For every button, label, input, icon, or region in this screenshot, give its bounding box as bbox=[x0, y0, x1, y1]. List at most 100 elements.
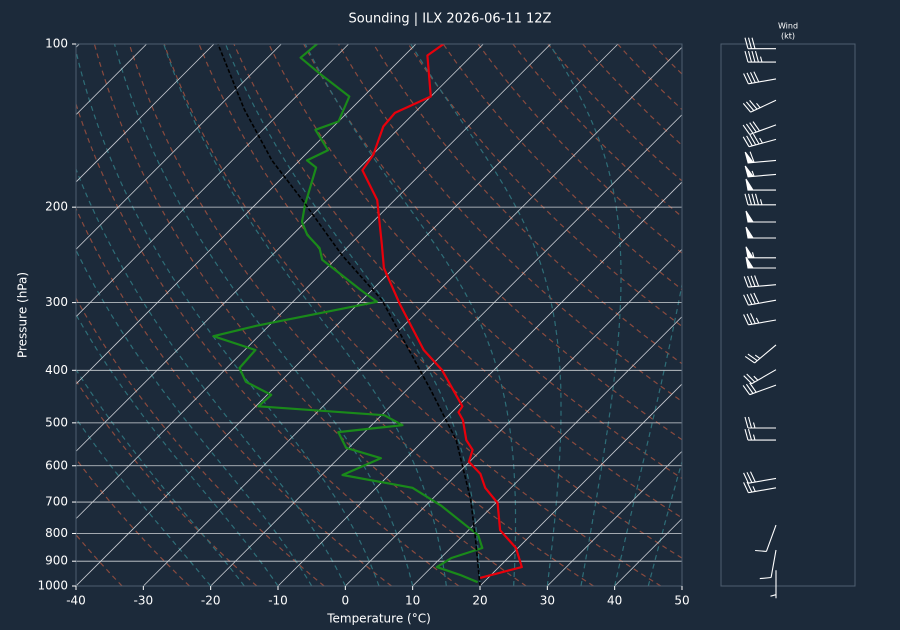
wind-barb bbox=[745, 226, 776, 239]
wind-barb bbox=[745, 210, 776, 223]
wind-barb bbox=[743, 481, 777, 494]
y-tick-label: 700 bbox=[45, 495, 68, 509]
profile-line bbox=[212, 44, 484, 584]
moist-adiabat bbox=[548, 44, 622, 586]
x-tick-label: 50 bbox=[674, 594, 689, 608]
wind-barb bbox=[742, 99, 777, 113]
grid bbox=[76, 44, 682, 586]
isotherm bbox=[76, 44, 349, 318]
moist-adiabat bbox=[681, 583, 682, 586]
moist-adiabat bbox=[76, 313, 279, 586]
dry-adiabat bbox=[76, 379, 258, 586]
wind-barb bbox=[744, 193, 776, 206]
wind-barb bbox=[744, 416, 776, 429]
wind-title: (kt) bbox=[781, 32, 795, 41]
wind-barb bbox=[744, 165, 777, 178]
dry-adiabat bbox=[198, 44, 682, 559]
wind-barb bbox=[743, 71, 777, 85]
profile-line bbox=[217, 44, 481, 586]
y-tick-label: 800 bbox=[45, 526, 68, 540]
dry-adiabat bbox=[76, 207, 392, 586]
isotherm bbox=[76, 44, 484, 452]
wind-barb bbox=[744, 428, 776, 441]
y-tick-label: 900 bbox=[45, 554, 68, 568]
moist-adiabat bbox=[304, 44, 517, 586]
dry-adiabat bbox=[337, 44, 682, 403]
wind-barb bbox=[745, 178, 776, 191]
y-tick-label: 100 bbox=[45, 37, 68, 51]
dry-adiabat bbox=[93, 44, 527, 586]
isotherm bbox=[681, 585, 682, 586]
wind-barbs bbox=[742, 37, 777, 599]
dry-adiabat bbox=[512, 44, 682, 218]
moist-adiabat bbox=[163, 44, 447, 586]
wind-barb bbox=[743, 369, 777, 385]
dry-adiabat bbox=[407, 44, 682, 328]
isotherm bbox=[210, 114, 682, 586]
wind-barb bbox=[743, 275, 777, 288]
moist-adiabat bbox=[76, 368, 245, 586]
dry-adiabat bbox=[722, 44, 900, 586]
wind-barb bbox=[742, 133, 777, 148]
wind-barb bbox=[759, 549, 777, 580]
wind-barb bbox=[744, 37, 776, 50]
moist-adiabat bbox=[224, 44, 481, 586]
dry-adiabat bbox=[163, 44, 662, 586]
wind-barb bbox=[755, 524, 777, 552]
wind-title: Wind bbox=[778, 22, 798, 31]
dry-adiabat bbox=[547, 44, 682, 182]
dry-adiabat bbox=[76, 297, 325, 586]
dry-adiabat bbox=[477, 44, 682, 254]
x-tick-label: 40 bbox=[607, 594, 622, 608]
x-tick-label: 20 bbox=[472, 594, 487, 608]
x-tick-label: -30 bbox=[134, 594, 154, 608]
isotherm bbox=[479, 383, 682, 586]
x-tick-label: 10 bbox=[405, 594, 420, 608]
moist-adiabat bbox=[76, 248, 313, 586]
y-tick-label: 200 bbox=[45, 200, 68, 214]
wind-barb bbox=[744, 151, 777, 164]
wind-barb bbox=[742, 121, 777, 136]
moist-adiabat bbox=[410, 44, 562, 586]
wind-barb bbox=[744, 344, 777, 364]
x-tick-label: -40 bbox=[66, 594, 86, 608]
y-axis-label: Pressure (hPa) bbox=[16, 272, 30, 358]
moist-adiabat bbox=[647, 459, 682, 586]
y-tick-label: 1000 bbox=[37, 579, 68, 593]
y-tick-label: 300 bbox=[45, 295, 68, 309]
plot-frame bbox=[75, 43, 683, 587]
wind-barb bbox=[744, 50, 776, 63]
isotherm bbox=[143, 46, 682, 586]
x-tick-label: 0 bbox=[342, 594, 350, 608]
wind-panel-frame bbox=[720, 43, 856, 587]
wind-barb bbox=[745, 256, 776, 269]
profiles bbox=[212, 44, 523, 586]
moist-adiabat bbox=[113, 44, 414, 586]
isotherm bbox=[277, 181, 682, 586]
moist-adiabat bbox=[76, 167, 346, 586]
x-tick-label: -20 bbox=[201, 594, 221, 608]
isotherm bbox=[76, 44, 619, 586]
isotherm bbox=[547, 450, 682, 586]
dry-adiabat bbox=[372, 44, 682, 365]
dry-adiabat bbox=[303, 44, 682, 441]
dry-adiabat bbox=[76, 102, 460, 586]
wind-barb bbox=[770, 570, 777, 599]
moist-adiabat bbox=[76, 417, 212, 586]
isotherm bbox=[614, 518, 682, 586]
isotherm bbox=[345, 248, 682, 586]
isotherm bbox=[76, 44, 282, 250]
isotherm bbox=[412, 316, 682, 586]
dry-adiabat bbox=[651, 44, 682, 75]
wind-barb bbox=[743, 292, 777, 306]
x-tick-label: -10 bbox=[268, 594, 288, 608]
wind-barb bbox=[743, 471, 777, 484]
wind-barb bbox=[742, 382, 777, 396]
moist-adiabat bbox=[614, 281, 682, 586]
profile-line bbox=[361, 44, 523, 579]
background-lines bbox=[76, 44, 900, 586]
y-tick-label: 400 bbox=[45, 363, 68, 377]
moist-adiabat bbox=[76, 48, 380, 586]
